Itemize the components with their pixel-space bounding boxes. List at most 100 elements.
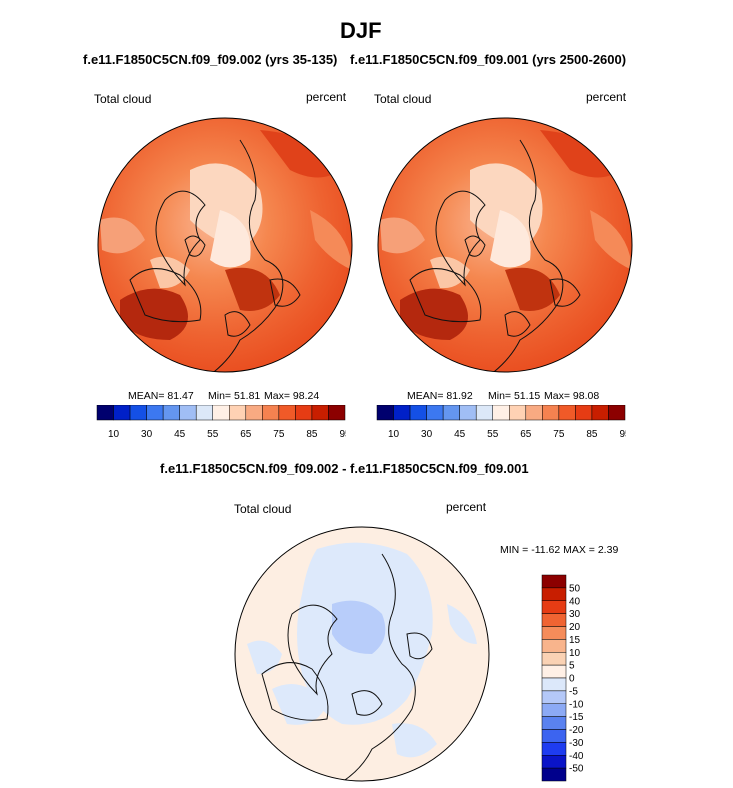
panel1-colorbar-tick-label: 55 bbox=[207, 429, 219, 440]
panel3-colorbar-tick-label: -40 bbox=[569, 751, 584, 762]
diff-title: f.e11.F1850C5CN.f09_f09.002 - f.e11.F185… bbox=[160, 461, 529, 476]
panel1-colorbar-tick-label: 65 bbox=[240, 429, 252, 440]
panel2-colorbar-swatch bbox=[376, 405, 394, 421]
panel3-colorbar-swatch bbox=[541, 703, 567, 717]
panel2-units-label: percent bbox=[586, 90, 627, 104]
right-case-title: f.e11.F1850C5CN.f09_f09.001 (yrs 2500-26… bbox=[350, 52, 627, 67]
panel3-colorbar-swatch bbox=[541, 755, 567, 769]
page-title: DJF bbox=[340, 18, 382, 43]
panel3-variable-label: Total cloud bbox=[234, 502, 292, 516]
panel1-colorbar-swatch bbox=[278, 405, 296, 421]
panel1-colorbar-swatch bbox=[129, 405, 147, 421]
panel3-colorbar-tick-label: 15 bbox=[569, 635, 581, 646]
panel3-colorbar-tick-label: 5 bbox=[569, 661, 575, 672]
panel1-units-label: percent bbox=[306, 90, 347, 104]
panel3-colorbar-swatch bbox=[541, 613, 567, 627]
panel1-min: Min= 51.81 bbox=[208, 390, 261, 402]
panel1-colorbar-swatch bbox=[212, 405, 230, 421]
panel2-colorbar-swatch bbox=[608, 405, 626, 421]
panel3-colorbar-swatch bbox=[541, 574, 567, 589]
panel3-colorbar-swatch bbox=[541, 767, 567, 782]
panel3-colorbar-tick-label: -10 bbox=[569, 699, 584, 710]
panel2-mean: MEAN= 81.92 bbox=[407, 390, 473, 402]
panel3-colorbar-tick-label: -50 bbox=[569, 764, 584, 775]
panel1-colorbar: 10 30 45 55 65 75 85 95 bbox=[96, 405, 346, 440]
panel2-colorbar-swatch bbox=[492, 405, 510, 421]
panel2-colorbar-tick-label: 75 bbox=[553, 429, 565, 440]
panel1-colorbar-swatch bbox=[179, 405, 197, 421]
panel1-colorbar-swatch bbox=[295, 405, 313, 421]
panel3-colorbar-swatch bbox=[541, 729, 567, 743]
panel1-colorbar-swatch bbox=[262, 405, 280, 421]
panel2-colorbar-swatch bbox=[591, 405, 609, 421]
panel2-colorbar-swatch bbox=[393, 405, 411, 421]
panel1-max: Max= 98.24 bbox=[264, 390, 320, 402]
panel3-colorbar-tick-label: -15 bbox=[569, 712, 584, 723]
panel3-colorbar-tick-label: 40 bbox=[569, 596, 581, 607]
panel3-colorbar-tick-label: 0 bbox=[569, 674, 575, 685]
panel1-colorbar-tick-label: 10 bbox=[108, 429, 120, 440]
panel1-colorbar-swatch bbox=[328, 405, 346, 421]
panel2-colorbar-tick-label: 55 bbox=[487, 429, 499, 440]
panel2-variable-label: Total cloud bbox=[374, 92, 432, 106]
panel2-min: Min= 51.15 bbox=[488, 390, 541, 402]
panel2-colorbar-swatch bbox=[525, 405, 543, 421]
panel1-colorbar-swatch bbox=[195, 405, 213, 421]
panel2-colorbar-tick-label: 10 bbox=[388, 429, 400, 440]
panel2-colorbar-tick-label: 30 bbox=[421, 429, 433, 440]
panel1-colorbar-swatch bbox=[245, 405, 263, 421]
panel3-colorbar-swatch bbox=[541, 626, 567, 640]
panel1-variable-label: Total cloud bbox=[94, 92, 152, 106]
panel1-colorbar-swatch bbox=[229, 405, 247, 421]
panel1-colorbar-tick-label: 30 bbox=[141, 429, 153, 440]
panel2-colorbar: 10 30 45 55 65 75 85 95 bbox=[376, 405, 626, 440]
panel2-colorbar-swatch bbox=[409, 405, 427, 421]
panel3-colorbar-tick-label: 50 bbox=[569, 583, 581, 594]
panel2-colorbar-tick-label: 95 bbox=[619, 429, 626, 440]
panel3-colorbar-swatch bbox=[541, 716, 567, 730]
panel3-colorbar-swatch bbox=[541, 600, 567, 614]
panel2-colorbar-tick-label: 45 bbox=[454, 429, 466, 440]
panel3-colorbar-swatch bbox=[541, 677, 567, 692]
panel2-colorbar-tick-label: 65 bbox=[520, 429, 532, 440]
panel2-colorbar-tick-label: 85 bbox=[586, 429, 598, 440]
panel3-colorbar-tick-label: 20 bbox=[569, 622, 581, 633]
panel3-units-label: percent bbox=[446, 500, 487, 514]
panel3-colorbar-tick-label: 10 bbox=[569, 648, 581, 659]
panel3-colorbar-swatch bbox=[541, 652, 567, 666]
panel2-colorbar-swatch bbox=[459, 405, 477, 421]
panel3-colorbar-swatch bbox=[541, 690, 567, 704]
panel3-map bbox=[234, 526, 490, 782]
panel1-mean: MEAN= 81.47 bbox=[128, 390, 194, 402]
panel3-minmax: MIN = -11.62 MAX = 2.39 bbox=[500, 544, 619, 556]
panel3-colorbar-swatch bbox=[541, 639, 567, 653]
panel2-colorbar-swatch bbox=[475, 405, 493, 421]
panel2-colorbar-swatch bbox=[426, 405, 444, 421]
panel2-colorbar-swatch bbox=[509, 405, 527, 421]
panel1-colorbar-swatch bbox=[113, 405, 131, 421]
panel2-colorbar-swatch bbox=[558, 405, 576, 421]
panel1-colorbar-tick-label: 45 bbox=[174, 429, 186, 440]
panel2-colorbar-swatch bbox=[542, 405, 560, 421]
panel1-colorbar-tick-label: 75 bbox=[273, 429, 285, 440]
panel1-colorbar-swatch bbox=[96, 405, 114, 421]
panel2-max: Max= 98.08 bbox=[544, 390, 600, 402]
panel1-colorbar-tick-label: 85 bbox=[306, 429, 318, 440]
panel1-colorbar-tick-label: 95 bbox=[339, 429, 346, 440]
panel2-colorbar-swatch bbox=[575, 405, 593, 421]
panel3-colorbar-tick-label: -5 bbox=[569, 686, 578, 697]
panel2-map bbox=[377, 117, 633, 373]
left-case-title: f.e11.F1850C5CN.f09_f09.002 (yrs 35-135) bbox=[83, 52, 338, 67]
panel3-colorbar-swatch bbox=[541, 742, 567, 756]
panel1-colorbar-swatch bbox=[162, 405, 180, 421]
panel3-colorbar-tick-label: -30 bbox=[569, 738, 584, 749]
panel3-colorbar-tick-label: 30 bbox=[569, 609, 581, 620]
panel3-colorbar-swatch bbox=[541, 664, 567, 679]
panel1-colorbar-swatch bbox=[146, 405, 164, 421]
panel1-map bbox=[97, 117, 353, 373]
panel1-colorbar-swatch bbox=[311, 405, 329, 421]
panel3-colorbar-swatch bbox=[541, 587, 567, 601]
panel2-colorbar-swatch bbox=[442, 405, 460, 421]
panel3-colorbar-tick-label: -20 bbox=[569, 725, 584, 736]
